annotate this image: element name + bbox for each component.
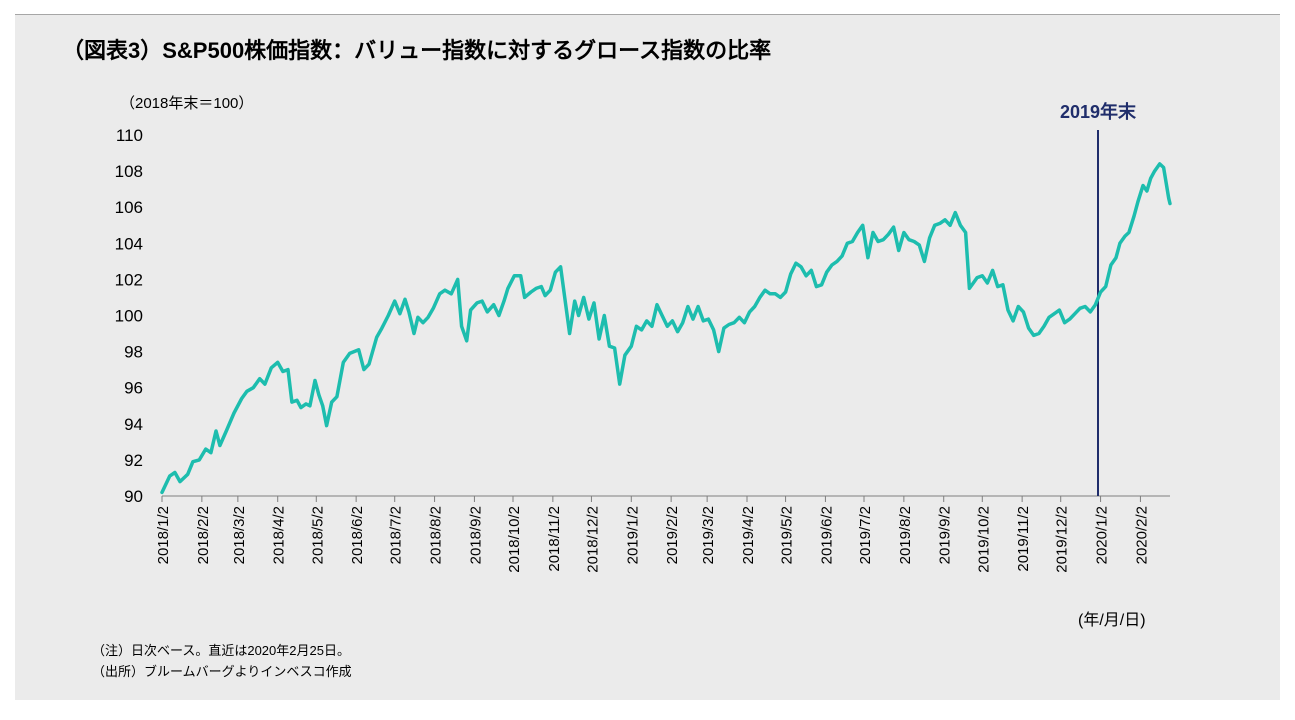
x-tick-label: 2018/8/2 [428,506,445,564]
x-tick-label: 2018/3/2 [231,506,248,564]
y-tick-label: 94 [124,415,143,434]
y-tick-label: 104 [115,234,143,253]
x-tick-label: 2019/6/2 [818,506,835,564]
x-tick-label: 2019/1/2 [624,506,641,564]
footnote-source: （出所）ブルームバーグよりインベスコ作成 [92,661,352,680]
x-tick-label: 2018/4/2 [271,506,288,564]
x-tick-label: 2019/4/2 [740,506,757,564]
x-tick-label: 2019/10/2 [975,506,992,573]
y-tick-label: 110 [116,126,143,145]
y-tick-label: 98 [124,343,143,362]
y-tick-label: 102 [115,270,143,289]
x-tick-label: 2019/9/2 [937,506,954,564]
x-tick-label: 2020/2/2 [1133,506,1150,564]
y-tick-label: 92 [124,451,143,470]
year-end-marker-label: 2019年末 [1060,101,1137,122]
x-tick-label: 2019/2/2 [664,506,681,564]
x-tick-label: 2018/5/2 [309,506,326,564]
x-tick-label: 2018/2/2 [195,506,212,564]
x-axis-unit-label: (年/月/日) [1078,606,1146,630]
x-tick-label: 2019/7/2 [857,506,874,564]
x-tick-label: 2018/11/2 [546,506,563,572]
x-tick-label: 2018/9/2 [467,506,484,564]
x-tick-label: 2019/12/2 [1054,506,1071,573]
y-tick-label: 100 [115,307,143,326]
y-tick-label: 96 [124,379,143,398]
x-tick-label: 2019/8/2 [897,506,914,564]
x-tick-label: 2018/7/2 [388,506,405,564]
x-tick-label: 2020/1/2 [1094,506,1111,564]
x-tick-label: 2019/5/2 [779,506,796,564]
x-tick-label: 2019/3/2 [700,506,717,564]
y-tick-label: 108 [115,162,143,181]
footnote-note: （注）日次ベース。直近は2020年2月25日。 [92,640,350,659]
x-tick-label: 2018/6/2 [349,506,366,564]
y-tick-label: 90 [124,487,143,506]
x-tick-label: 2018/10/2 [506,506,523,573]
y-tick-label: 106 [115,198,143,217]
x-tick-label: 2019/11/2 [1015,506,1032,572]
x-tick-label: 2018/12/2 [584,506,601,573]
ratio-series-line [162,164,1170,493]
x-tick-label: 2018/1/2 [155,506,172,564]
